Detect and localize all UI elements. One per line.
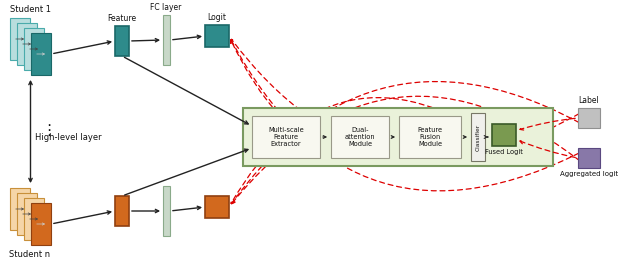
Bar [115, 26, 129, 56]
Bar [163, 15, 170, 65]
Text: Logit: Logit [207, 13, 227, 22]
Text: Student 1: Student 1 [10, 5, 51, 14]
Bar [24, 28, 44, 70]
Text: Feature
Fusion
Module: Feature Fusion Module [417, 127, 443, 147]
Text: High-level layer: High-level layer [35, 133, 102, 143]
Bar [331, 116, 389, 158]
Bar [31, 203, 51, 245]
Text: ⋮: ⋮ [41, 123, 56, 137]
Bar [10, 18, 30, 60]
Bar [31, 33, 51, 75]
Bar [252, 116, 320, 158]
Text: FC layer: FC layer [150, 3, 182, 12]
Bar [24, 198, 44, 240]
Text: Student n: Student n [10, 250, 51, 259]
Bar [163, 186, 170, 236]
Text: Multi-scale
Feature
Extractor: Multi-scale Feature Extractor [268, 127, 304, 147]
Bar [471, 113, 485, 161]
Bar [578, 148, 600, 168]
Bar [399, 116, 461, 158]
Text: Feature: Feature [108, 14, 136, 23]
Bar [17, 23, 37, 65]
Text: Classifier: Classifier [476, 123, 481, 151]
Bar [205, 25, 229, 47]
Text: Fused Logit: Fused Logit [485, 149, 523, 155]
Text: Aggregated logit: Aggregated logit [560, 171, 618, 177]
Bar [10, 188, 30, 230]
Bar [492, 124, 516, 146]
Bar [115, 196, 129, 226]
Bar [578, 108, 600, 128]
Bar [243, 108, 553, 166]
Bar [205, 196, 229, 218]
Bar [17, 193, 37, 235]
Text: Label: Label [579, 96, 600, 105]
Text: Dual-
attention
Module: Dual- attention Module [345, 127, 375, 147]
